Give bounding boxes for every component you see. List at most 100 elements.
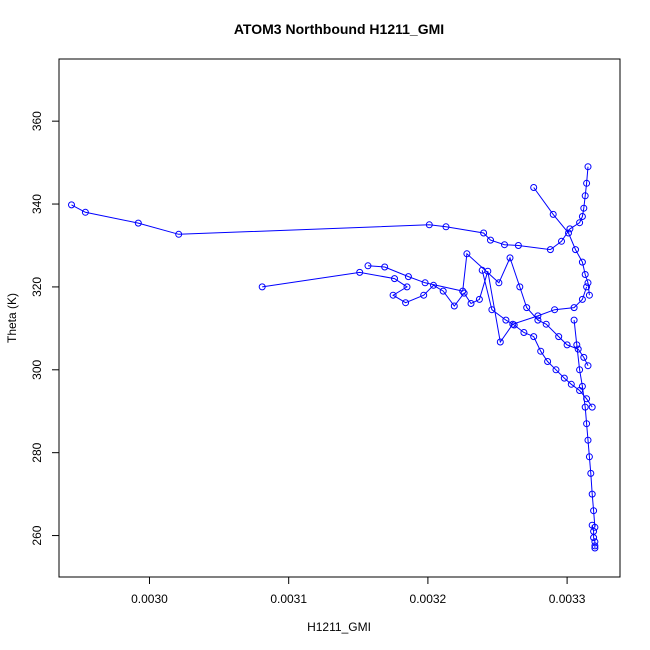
data-point bbox=[560, 374, 568, 382]
data-point bbox=[421, 279, 429, 287]
data-point bbox=[475, 295, 483, 303]
data-point bbox=[495, 279, 503, 287]
series-line-7 bbox=[591, 525, 596, 548]
data-point bbox=[585, 291, 593, 299]
data-point bbox=[591, 542, 599, 550]
data-point bbox=[68, 201, 75, 209]
x-axis-label: H1211_GMI bbox=[307, 620, 371, 634]
data-point bbox=[580, 353, 588, 361]
series-line-5 bbox=[481, 270, 593, 408]
data-point bbox=[581, 192, 589, 200]
data-point bbox=[558, 237, 565, 245]
data-point bbox=[584, 163, 592, 171]
data-point bbox=[583, 420, 591, 428]
plot-frame bbox=[58, 58, 621, 578]
chart-title: ATOM3 Northbound H1211_GMI bbox=[234, 21, 444, 37]
data-point bbox=[583, 179, 591, 187]
data-point bbox=[502, 316, 510, 324]
y-tick-label: 300 bbox=[30, 359, 44, 379]
data-point bbox=[546, 246, 554, 254]
data-point bbox=[523, 304, 531, 312]
data-point bbox=[509, 320, 517, 328]
x-tick-label: 0.0032 bbox=[410, 592, 447, 606]
data-point bbox=[573, 341, 581, 349]
data-point bbox=[570, 304, 578, 312]
data-point bbox=[576, 219, 584, 227]
y-tick-label: 360 bbox=[30, 111, 44, 131]
data-point bbox=[565, 229, 572, 237]
x-tick-label: 0.0030 bbox=[131, 592, 168, 606]
data-point bbox=[480, 229, 488, 237]
data-point bbox=[580, 204, 588, 212]
data-point bbox=[463, 250, 471, 258]
y-tick-label: 260 bbox=[30, 525, 44, 545]
data-point bbox=[450, 302, 458, 310]
data-point bbox=[520, 329, 528, 336]
x-tick-label: 0.0031 bbox=[270, 592, 307, 606]
data-point bbox=[566, 225, 574, 233]
data-point bbox=[534, 312, 542, 320]
data-point bbox=[81, 208, 89, 216]
y-tick-label: 280 bbox=[30, 442, 44, 462]
y-axis-label: Theta (K) bbox=[5, 293, 19, 343]
data-point bbox=[258, 283, 266, 291]
x-tick-label: 0.0033 bbox=[549, 592, 586, 606]
data-point bbox=[588, 490, 596, 498]
data-point bbox=[530, 184, 538, 191]
plot-area bbox=[68, 163, 599, 552]
data-point bbox=[567, 380, 575, 388]
data-point bbox=[585, 453, 593, 461]
data-point bbox=[537, 347, 545, 355]
data-point bbox=[542, 320, 550, 328]
data-point bbox=[514, 242, 522, 249]
data-point bbox=[584, 362, 592, 370]
data-point bbox=[590, 507, 598, 515]
data-point bbox=[381, 263, 389, 271]
data-point bbox=[442, 223, 450, 231]
data-point bbox=[488, 306, 496, 314]
data-point bbox=[563, 341, 571, 349]
data-point bbox=[516, 283, 524, 291]
data-point bbox=[510, 321, 518, 329]
data-point bbox=[420, 291, 428, 299]
data-point bbox=[578, 258, 586, 266]
data-point bbox=[570, 316, 578, 324]
data-point bbox=[576, 366, 584, 374]
data-point bbox=[391, 275, 398, 283]
y-axis: 260 280 300 320 340 360 bbox=[30, 111, 59, 546]
data-point bbox=[583, 283, 591, 291]
data-point bbox=[549, 210, 557, 218]
data-point bbox=[496, 338, 504, 346]
data-point bbox=[578, 295, 586, 303]
data-point bbox=[459, 287, 467, 295]
data-point bbox=[364, 262, 372, 270]
data-point bbox=[487, 236, 494, 244]
data-point bbox=[584, 279, 592, 287]
data-point bbox=[555, 333, 563, 341]
data-point bbox=[574, 345, 582, 353]
data-point bbox=[389, 291, 397, 299]
data-point bbox=[356, 268, 364, 276]
data-point bbox=[478, 266, 486, 274]
series-line-1 bbox=[71, 166, 589, 251]
data-point bbox=[544, 358, 552, 365]
data-point bbox=[175, 230, 183, 238]
series-line-2 bbox=[533, 187, 590, 296]
data-point bbox=[460, 289, 468, 297]
series-line-6 bbox=[573, 320, 596, 528]
data-point bbox=[403, 283, 411, 291]
data-point bbox=[578, 382, 586, 390]
data-point bbox=[591, 544, 599, 552]
data-point bbox=[439, 287, 447, 295]
data-point bbox=[501, 241, 508, 249]
data-point bbox=[506, 254, 514, 262]
data-point bbox=[552, 366, 560, 374]
series-line-4 bbox=[367, 252, 589, 366]
data-point bbox=[587, 469, 595, 477]
data-point bbox=[530, 333, 538, 341]
y-tick-label: 320 bbox=[30, 277, 44, 297]
data-point bbox=[581, 403, 589, 411]
y-tick-label: 340 bbox=[30, 194, 44, 214]
data-point bbox=[551, 306, 559, 314]
